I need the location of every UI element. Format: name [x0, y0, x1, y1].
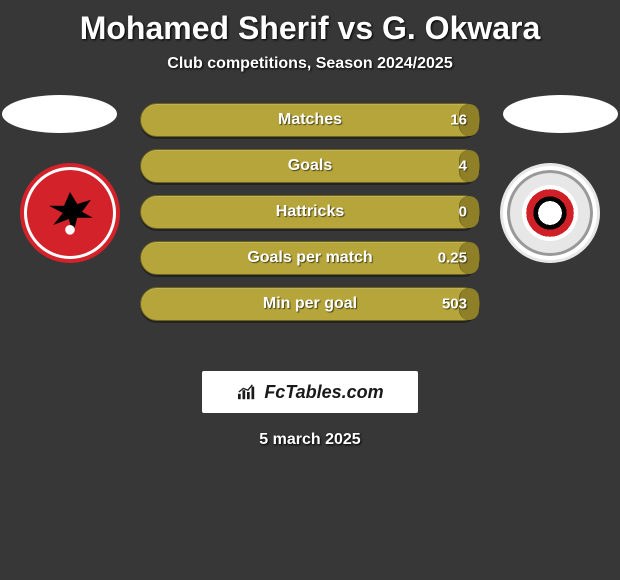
player2-name: G. Okwara — [382, 10, 540, 46]
brand-badge: FcTables.com — [202, 371, 418, 413]
stat-bar-row: Goals per match 0.25 — [140, 241, 480, 275]
player2-photo — [503, 95, 618, 133]
subtitle: Club competitions, Season 2024/2025 — [0, 55, 620, 73]
page-title: Mohamed Sherif vs G. Okwara — [0, 0, 620, 47]
stat-bar-value-right: 0.25 — [438, 250, 467, 267]
comparison-stage: Matches 16 Goals 4 Hattricks 0 Goals per match… — [0, 103, 620, 353]
stat-bar-label: Min per goal — [263, 295, 357, 313]
stat-bar-row: Hattricks 0 — [140, 195, 480, 229]
brand-text: FcTables.com — [264, 382, 383, 403]
stat-bar-label: Matches — [278, 111, 342, 129]
date-text: 5 march 2025 — [0, 431, 620, 449]
stat-bar-label: Hattricks — [276, 203, 344, 221]
stat-bar-row: Goals 4 — [140, 149, 480, 183]
stat-bar-row: Matches 16 — [140, 103, 480, 137]
vs-text: vs — [338, 10, 374, 46]
stat-bars: Matches 16 Goals 4 Hattricks 0 Goals per match… — [140, 103, 480, 333]
player1-club-badge — [20, 163, 120, 263]
stat-bar-value-right: 0 — [459, 204, 467, 221]
player2-club-badge — [500, 163, 600, 263]
stat-bar-value-right: 16 — [450, 112, 467, 129]
stat-bar-value-right: 503 — [442, 296, 467, 313]
eagle-icon — [40, 183, 100, 243]
chart-icon — [236, 383, 258, 401]
player1-name: Mohamed Sherif — [80, 10, 329, 46]
stat-bar-value-right: 4 — [459, 158, 467, 175]
player1-photo — [2, 95, 117, 133]
stat-bar-label: Goals — [288, 157, 332, 175]
stat-bar-label: Goals per match — [247, 249, 372, 267]
stat-bar-row: Min per goal 503 — [140, 287, 480, 321]
shield-icon — [522, 185, 578, 241]
